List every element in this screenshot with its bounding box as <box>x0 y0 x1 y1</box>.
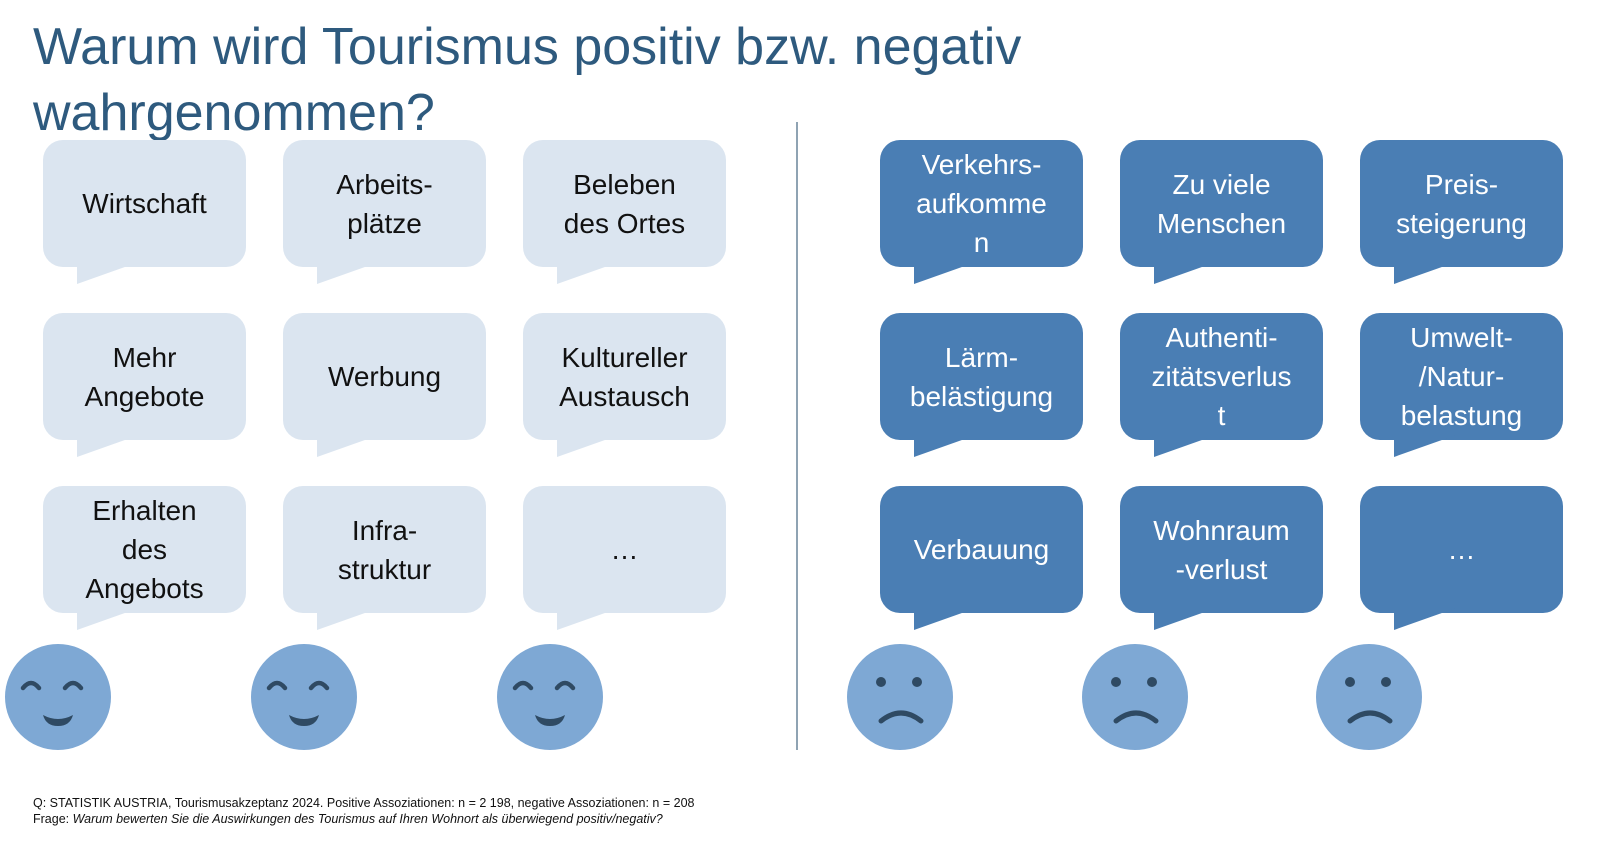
negative-bubble-zu-viele-menschen: Zu viele Menschen <box>1120 140 1323 284</box>
slide-title: Warum wird Tourismus positiv bzw. negati… <box>33 18 1022 142</box>
negative-bubble-laermbelaestigung: Lärm- belästigung <box>880 313 1083 457</box>
smiling-face-icon <box>497 644 603 750</box>
negative-bubble-wohnraumverlust: Wohnraum -verlust <box>1120 486 1323 630</box>
positive-bubble-arbeitsplaetze: Arbeits- plätze <box>283 140 486 284</box>
negative-bubble-ellipsis: … <box>1360 486 1563 630</box>
smiling-face-icon <box>251 644 357 750</box>
question-text: Warum bewerten Sie die Auswirkungen des … <box>72 812 663 826</box>
negative-bubble-verkehrsaufkommen: Verkehrs- aufkomme n <box>880 140 1083 284</box>
frowning-face-icon <box>1082 644 1188 750</box>
center-divider <box>796 122 798 750</box>
source-note: Q: STATISTIK AUSTRIA, Tourismusakzeptanz… <box>33 796 695 810</box>
positive-bubble-erhalten-angebots: Erhalten des Angebots <box>43 486 246 630</box>
positive-bubble-kultureller-austausch: Kultureller Austausch <box>523 313 726 457</box>
negative-bubble-authentizitaetsverlust: Authenti- zitätsverlus t <box>1120 313 1323 457</box>
negative-bubble-preissteigerung: Preis- steigerung <box>1360 140 1563 284</box>
frowning-face-icon <box>847 644 953 750</box>
positive-bubble-infrastruktur: Infra- struktur <box>283 486 486 630</box>
question-note: Frage: Warum bewerten Sie die Auswirkung… <box>33 811 694 827</box>
positive-bubble-ellipsis: … <box>523 486 726 630</box>
negative-bubble-umweltbelastung: Umwelt- /Natur- belastung <box>1360 313 1563 457</box>
frowning-face-icon <box>1316 644 1422 750</box>
question-label: Frage: <box>33 812 73 826</box>
smiling-face-icon <box>5 644 111 750</box>
negative-bubble-verbauung: Verbauung <box>880 486 1083 630</box>
positive-bubble-beleben: Beleben des Ortes <box>523 140 726 284</box>
source-footer: Q: STATISTIK AUSTRIA, Tourismusakzeptanz… <box>33 795 694 827</box>
positive-bubble-mehr-angebote: Mehr Angebote <box>43 313 246 457</box>
positive-bubble-wirtschaft: Wirtschaft <box>43 140 246 284</box>
positive-bubble-werbung: Werbung <box>283 313 486 457</box>
